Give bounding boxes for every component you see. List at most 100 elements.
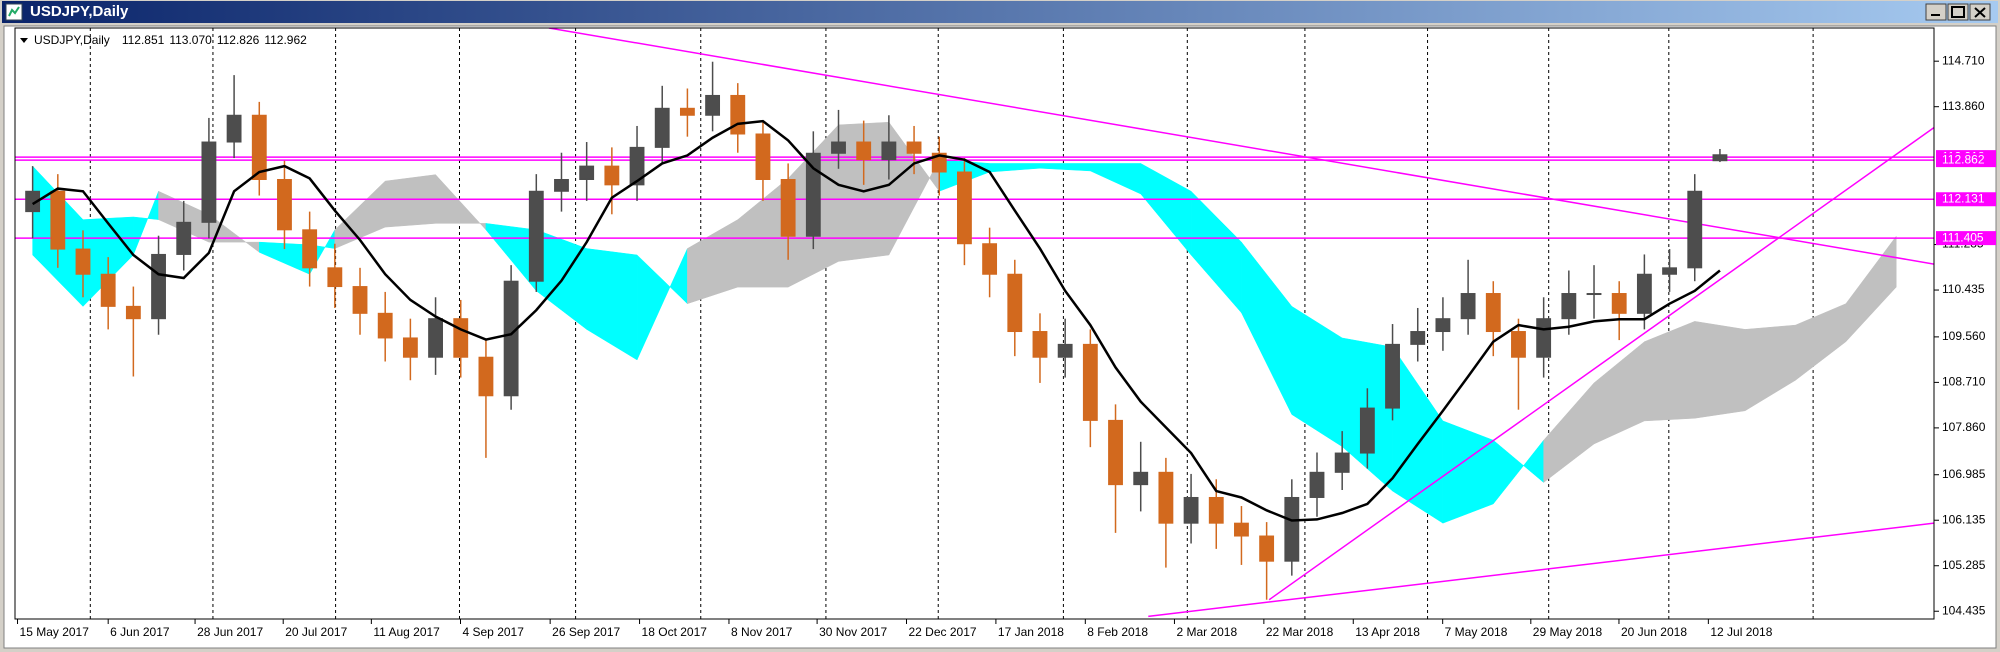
candle-body [931, 152, 947, 173]
y-tick-label: 114.710 [1942, 53, 1985, 67]
candle-body [1082, 343, 1098, 421]
candle-body [554, 178, 569, 192]
candle-body [1385, 343, 1400, 409]
y-tick-label: 113.860 [1942, 99, 1985, 113]
candle-body [780, 178, 796, 237]
candle-body [679, 107, 695, 116]
candle-body [1687, 190, 1703, 269]
legend-ohlc: 112.826 [217, 33, 260, 47]
close-glyph [1974, 7, 1986, 18]
candle-body [201, 141, 217, 223]
legend-ohlc: 112.851 [122, 33, 165, 47]
candle-body [1611, 293, 1627, 314]
candle-body [805, 152, 821, 237]
candle-body [1032, 331, 1048, 358]
candle-body [478, 356, 494, 397]
candle-body [1334, 452, 1350, 473]
x-tick-label: 22 Dec 2017 [909, 625, 977, 639]
x-tick-label: 30 Nov 2017 [819, 625, 887, 639]
maximize-glyph [1951, 6, 1965, 18]
candle-body [25, 190, 41, 213]
window-title: USDJPY,Daily [30, 3, 129, 20]
candle-body [176, 221, 192, 255]
candle-body [579, 165, 595, 180]
candle-body [402, 337, 418, 358]
level-label: 111.405 [1942, 230, 1984, 244]
legend-ohlc: 112.962 [264, 33, 307, 47]
candle-body [1586, 293, 1602, 296]
candle-body [982, 243, 998, 275]
candle-body [654, 107, 670, 148]
candle-body [377, 312, 393, 339]
cloud-segment [1694, 321, 1746, 419]
candle-body [528, 190, 544, 282]
y-tick-label: 106.985 [1942, 467, 1986, 481]
window-icon-glyph [8, 6, 20, 17]
x-tick-label: 17 Jan 2018 [998, 625, 1064, 639]
candle-body [1561, 293, 1577, 320]
y-tick-label: 107.860 [1942, 420, 1986, 434]
candle-body [100, 273, 116, 307]
y-tick-label: 106.135 [1942, 512, 1986, 526]
candle-body [75, 248, 91, 275]
title-bar [2, 1, 1998, 23]
candle-body [1410, 331, 1426, 345]
candle-body [151, 253, 166, 320]
trend-line [548, 28, 1934, 265]
x-tick-label: 4 Sep 2017 [463, 625, 525, 639]
plot [15, 28, 1934, 619]
x-tick-label: 18 Oct 2017 [642, 625, 708, 639]
candle-body [1183, 496, 1199, 524]
candle-body [251, 114, 267, 180]
x-tick-label: 13 Apr 2018 [1355, 625, 1420, 639]
moving-average [31, 119, 1721, 522]
x-tick-label: 15 May 2017 [20, 625, 90, 639]
candle-body [705, 94, 721, 116]
candle-body [604, 165, 620, 186]
level-label-box [1936, 192, 1996, 207]
y-tick-label: 105.285 [1942, 558, 1986, 572]
candle-body [755, 133, 771, 180]
x-tick-label: 22 Mar 2018 [1266, 625, 1334, 639]
y-tick-label: 110.435 [1942, 282, 1985, 296]
candle-body [957, 171, 972, 245]
trend-line [1148, 522, 1934, 618]
candle-body [1259, 535, 1275, 562]
candle-body [1511, 331, 1526, 358]
x-tick-label: 20 Jul 2017 [285, 625, 347, 639]
legend-triangle [20, 38, 28, 43]
candle-body [1359, 407, 1375, 454]
candle-body [1536, 318, 1552, 358]
trend-line [1268, 126, 1934, 601]
legend-label: USDJPY,Daily [34, 33, 110, 47]
x-tick-label: 28 Jun 2017 [197, 625, 263, 639]
y-tick-label: 109.560 [1942, 329, 1986, 343]
x-tick-label: 6 Jun 2017 [110, 625, 170, 639]
x-tick-label: 11 Aug 2017 [373, 625, 440, 639]
candle-body [730, 94, 746, 135]
plot-border [14, 27, 1935, 620]
level-label-box [1936, 231, 1996, 246]
candle-body [302, 229, 318, 269]
x-tick-label: 8 Feb 2018 [1087, 625, 1148, 639]
candle-body [428, 318, 443, 358]
candle-body [831, 141, 846, 154]
y-tick-label: 108.710 [1942, 375, 1986, 389]
candle-body [1108, 419, 1123, 486]
candle-body [1007, 273, 1023, 333]
candle-body [327, 267, 343, 288]
candle-body [1057, 343, 1073, 358]
candle-body [1309, 471, 1325, 498]
candle-body [1485, 293, 1501, 333]
minimize-button[interactable] [1925, 3, 1947, 21]
candle-body [1662, 267, 1677, 275]
y-tick-label: 104.435 [1942, 603, 1986, 617]
window-buttons[interactable] [1925, 3, 1991, 21]
cloud-segment [384, 174, 436, 228]
candle-body [1460, 293, 1476, 320]
x-tick-label: 8 Nov 2017 [731, 625, 793, 639]
x-tick-label: 26 Sep 2017 [552, 625, 620, 639]
candle-body [1435, 318, 1451, 333]
